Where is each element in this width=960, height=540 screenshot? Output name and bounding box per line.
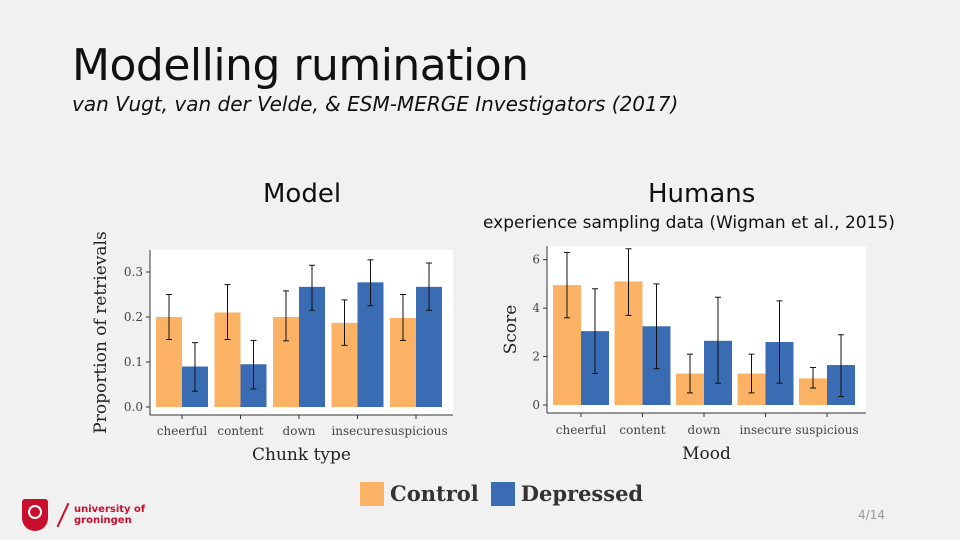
university-shield-icon xyxy=(22,499,48,531)
chart2-xtick-label-down: down xyxy=(688,423,721,437)
logo-text: university of groningen xyxy=(74,504,145,526)
chart2-y-axis-label: Score xyxy=(501,305,521,355)
legend-swatch-control xyxy=(360,481,384,506)
slide-subtitle: van Vugt, van der Velde, & ESM-MERGE Inv… xyxy=(72,92,679,116)
chart2-xtick-label-cheerful: cheerful xyxy=(556,423,607,437)
chart1-ytick-label: 0.2 xyxy=(124,310,143,324)
slide-title: Modelling rumination xyxy=(72,40,529,91)
chart1-ytick-label: 0.1 xyxy=(124,355,143,369)
logo-line1: university of xyxy=(74,504,146,515)
chart1-x-axis-label: Chunk type xyxy=(252,445,351,465)
logo-slash xyxy=(56,502,70,528)
chart1-xtick-label-cheerful: cheerful xyxy=(157,424,208,438)
chart2-x-axis-label: Mood xyxy=(682,444,731,464)
legend-swatch-depressed xyxy=(490,481,515,506)
humans-subheading: experience sampling data (Wigman et al.,… xyxy=(483,213,895,233)
chart1-xtick-label-insecure: insecure xyxy=(331,424,383,438)
humans-heading: Humans xyxy=(648,179,756,209)
university-logo: university of groningen xyxy=(22,499,145,531)
chart1-xtick-label-suspicious: suspicious xyxy=(384,424,447,438)
chart2-ytick-label: 2 xyxy=(532,350,540,364)
chart2-xtick-label-insecure: insecure xyxy=(739,423,791,437)
chart1-xtick-label-down: down xyxy=(283,424,316,438)
chart1-ytick-label: 0.0 xyxy=(124,400,143,414)
legend-label-control: Control xyxy=(390,481,479,506)
chart2-ytick-label: 4 xyxy=(532,301,540,315)
page-number: 4/14 xyxy=(858,508,885,522)
chart2-xtick-label-content: content xyxy=(619,423,665,437)
chart1-ytick-label: 0.3 xyxy=(124,265,143,279)
model-heading: Model xyxy=(263,179,342,209)
logo-line2: groningen xyxy=(74,515,132,526)
chart2-xtick-label-suspicious: suspicious xyxy=(795,423,858,437)
legend-label-depressed: Depressed xyxy=(520,481,644,506)
chart1-y-axis-label: Proportion of retrievals xyxy=(91,231,111,433)
legend: Control Depressed xyxy=(360,481,655,506)
chart1-xtick-label-content: content xyxy=(217,424,263,438)
chart2-ytick-label: 6 xyxy=(532,253,540,267)
chart2-ytick-label: 0 xyxy=(532,398,540,412)
